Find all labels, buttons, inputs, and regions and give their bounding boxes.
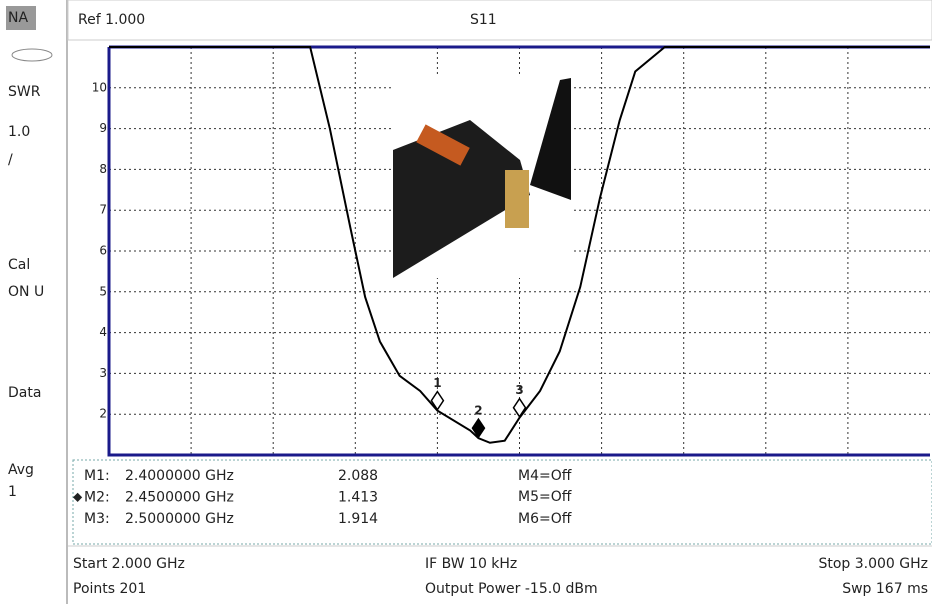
if-bandwidth: IF BW 10 kHz	[425, 556, 517, 572]
marker-frequency: 2.5000000 GHz	[125, 511, 234, 527]
marker-name: M3:	[84, 511, 110, 527]
measurement-label: S11	[470, 12, 497, 28]
y-tick-label: 2	[99, 407, 107, 421]
marker-name: M1:	[84, 468, 110, 484]
marker-number: 1	[433, 376, 441, 390]
sidebar-label: Cal	[8, 257, 30, 273]
active-marker-glyph: ◆	[73, 490, 83, 504]
y-tick-label: 5	[99, 284, 107, 298]
marker-off: M6=Off	[518, 511, 572, 527]
sidebar-label: ON U	[8, 284, 44, 300]
y-tick-label: 6	[99, 244, 107, 258]
marker-number: 2	[474, 404, 482, 418]
sweep-time: Swp 167 ms	[842, 581, 928, 597]
y-tick-label: 10	[92, 80, 107, 94]
stop-freq: Stop 3.000 GHz	[818, 556, 928, 572]
points: Points 201	[73, 581, 146, 597]
y-tick-label: 3	[99, 366, 107, 380]
sidebar-label: SWR	[8, 84, 41, 100]
sidebar-label: Data	[8, 385, 41, 401]
marker-off: M5=Off	[518, 489, 572, 505]
marker-number: 3	[515, 383, 523, 397]
marker-off: M4=Off	[518, 468, 572, 484]
marker-value: 2.088	[338, 468, 378, 484]
marker-value: 1.914	[338, 511, 378, 527]
y-tick-label: 8	[99, 162, 107, 176]
y-tick-label: 7	[99, 203, 107, 217]
output-power: Output Power -15.0 dBm	[425, 581, 598, 597]
marker-frequency: 2.4000000 GHz	[125, 468, 234, 484]
marker-frequency: 2.4500000 GHz	[125, 490, 234, 506]
y-tick-label: 9	[99, 121, 107, 135]
sidebar-label: Avg	[8, 462, 34, 478]
marker-name: M2:	[84, 490, 110, 506]
sidebar-divider	[66, 0, 68, 604]
sidebar-label: 1	[8, 484, 17, 500]
marker-value: 1.413	[338, 490, 378, 506]
sidebar-label: NA	[8, 10, 28, 26]
sidebar-label: 1.0	[8, 124, 30, 140]
device-photo	[505, 170, 529, 228]
sidebar-label: /	[8, 152, 13, 168]
y-tick-label: 4	[99, 325, 107, 339]
start-freq: Start 2.000 GHz	[73, 556, 185, 572]
analyzer-screen: Ref 1.000 S11 Start 2.000 GHz IF BW 10 k…	[0, 0, 932, 604]
header-bar	[68, 0, 932, 40]
ref-label: Ref 1.000	[78, 12, 145, 28]
